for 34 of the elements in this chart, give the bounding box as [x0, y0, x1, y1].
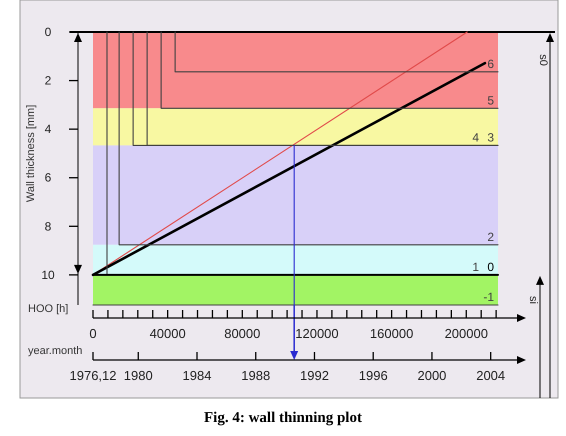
x-tick-label: 0	[89, 326, 97, 341]
y-tick-label: 8	[44, 219, 52, 234]
text: si	[527, 296, 539, 304]
x2-tick-label: 1976,12	[70, 368, 116, 383]
text: s0	[537, 54, 549, 66]
y-tick-label: 10	[41, 268, 55, 282]
x2-tick-label: 2004	[476, 368, 506, 383]
text: Fig. 4: wall thinning plot	[204, 410, 362, 426]
y-tick-label: 4	[44, 122, 52, 136]
y-tick-label: 0	[44, 25, 52, 39]
series-label: 0	[487, 260, 494, 274]
x-axis-title: HOO [h]	[28, 303, 68, 315]
series-label: 2	[487, 230, 494, 244]
x2-tick-label: 2000	[417, 368, 446, 383]
x2-tick-label: 1980	[124, 368, 153, 383]
series-label: 1	[472, 260, 480, 274]
series-label: 5	[487, 93, 494, 108]
series-label: 6	[487, 56, 494, 71]
x2-tick-label: 1988	[241, 368, 270, 383]
y-axis-title: Wall thickness [mm]	[25, 104, 37, 202]
x-tick-label: 40000	[150, 326, 186, 341]
y-tick-label: 2	[44, 74, 52, 88]
y-tick-label: 6	[44, 170, 52, 185]
series-label: 3	[487, 130, 494, 144]
x-tick-label: 160000	[370, 326, 414, 341]
x2-axis-title: year.month	[28, 345, 82, 357]
x2-tick-label: 1992	[300, 368, 329, 383]
x2-tick-label: 1984	[182, 368, 212, 383]
series-label: 4	[472, 130, 480, 144]
x-tick-label: 200000	[444, 326, 488, 341]
x-tick-label: 120000	[295, 326, 339, 341]
series-label: -1	[483, 290, 494, 304]
x-tick-label: 80000	[224, 326, 260, 341]
x2-tick-label: 1996	[358, 368, 388, 383]
